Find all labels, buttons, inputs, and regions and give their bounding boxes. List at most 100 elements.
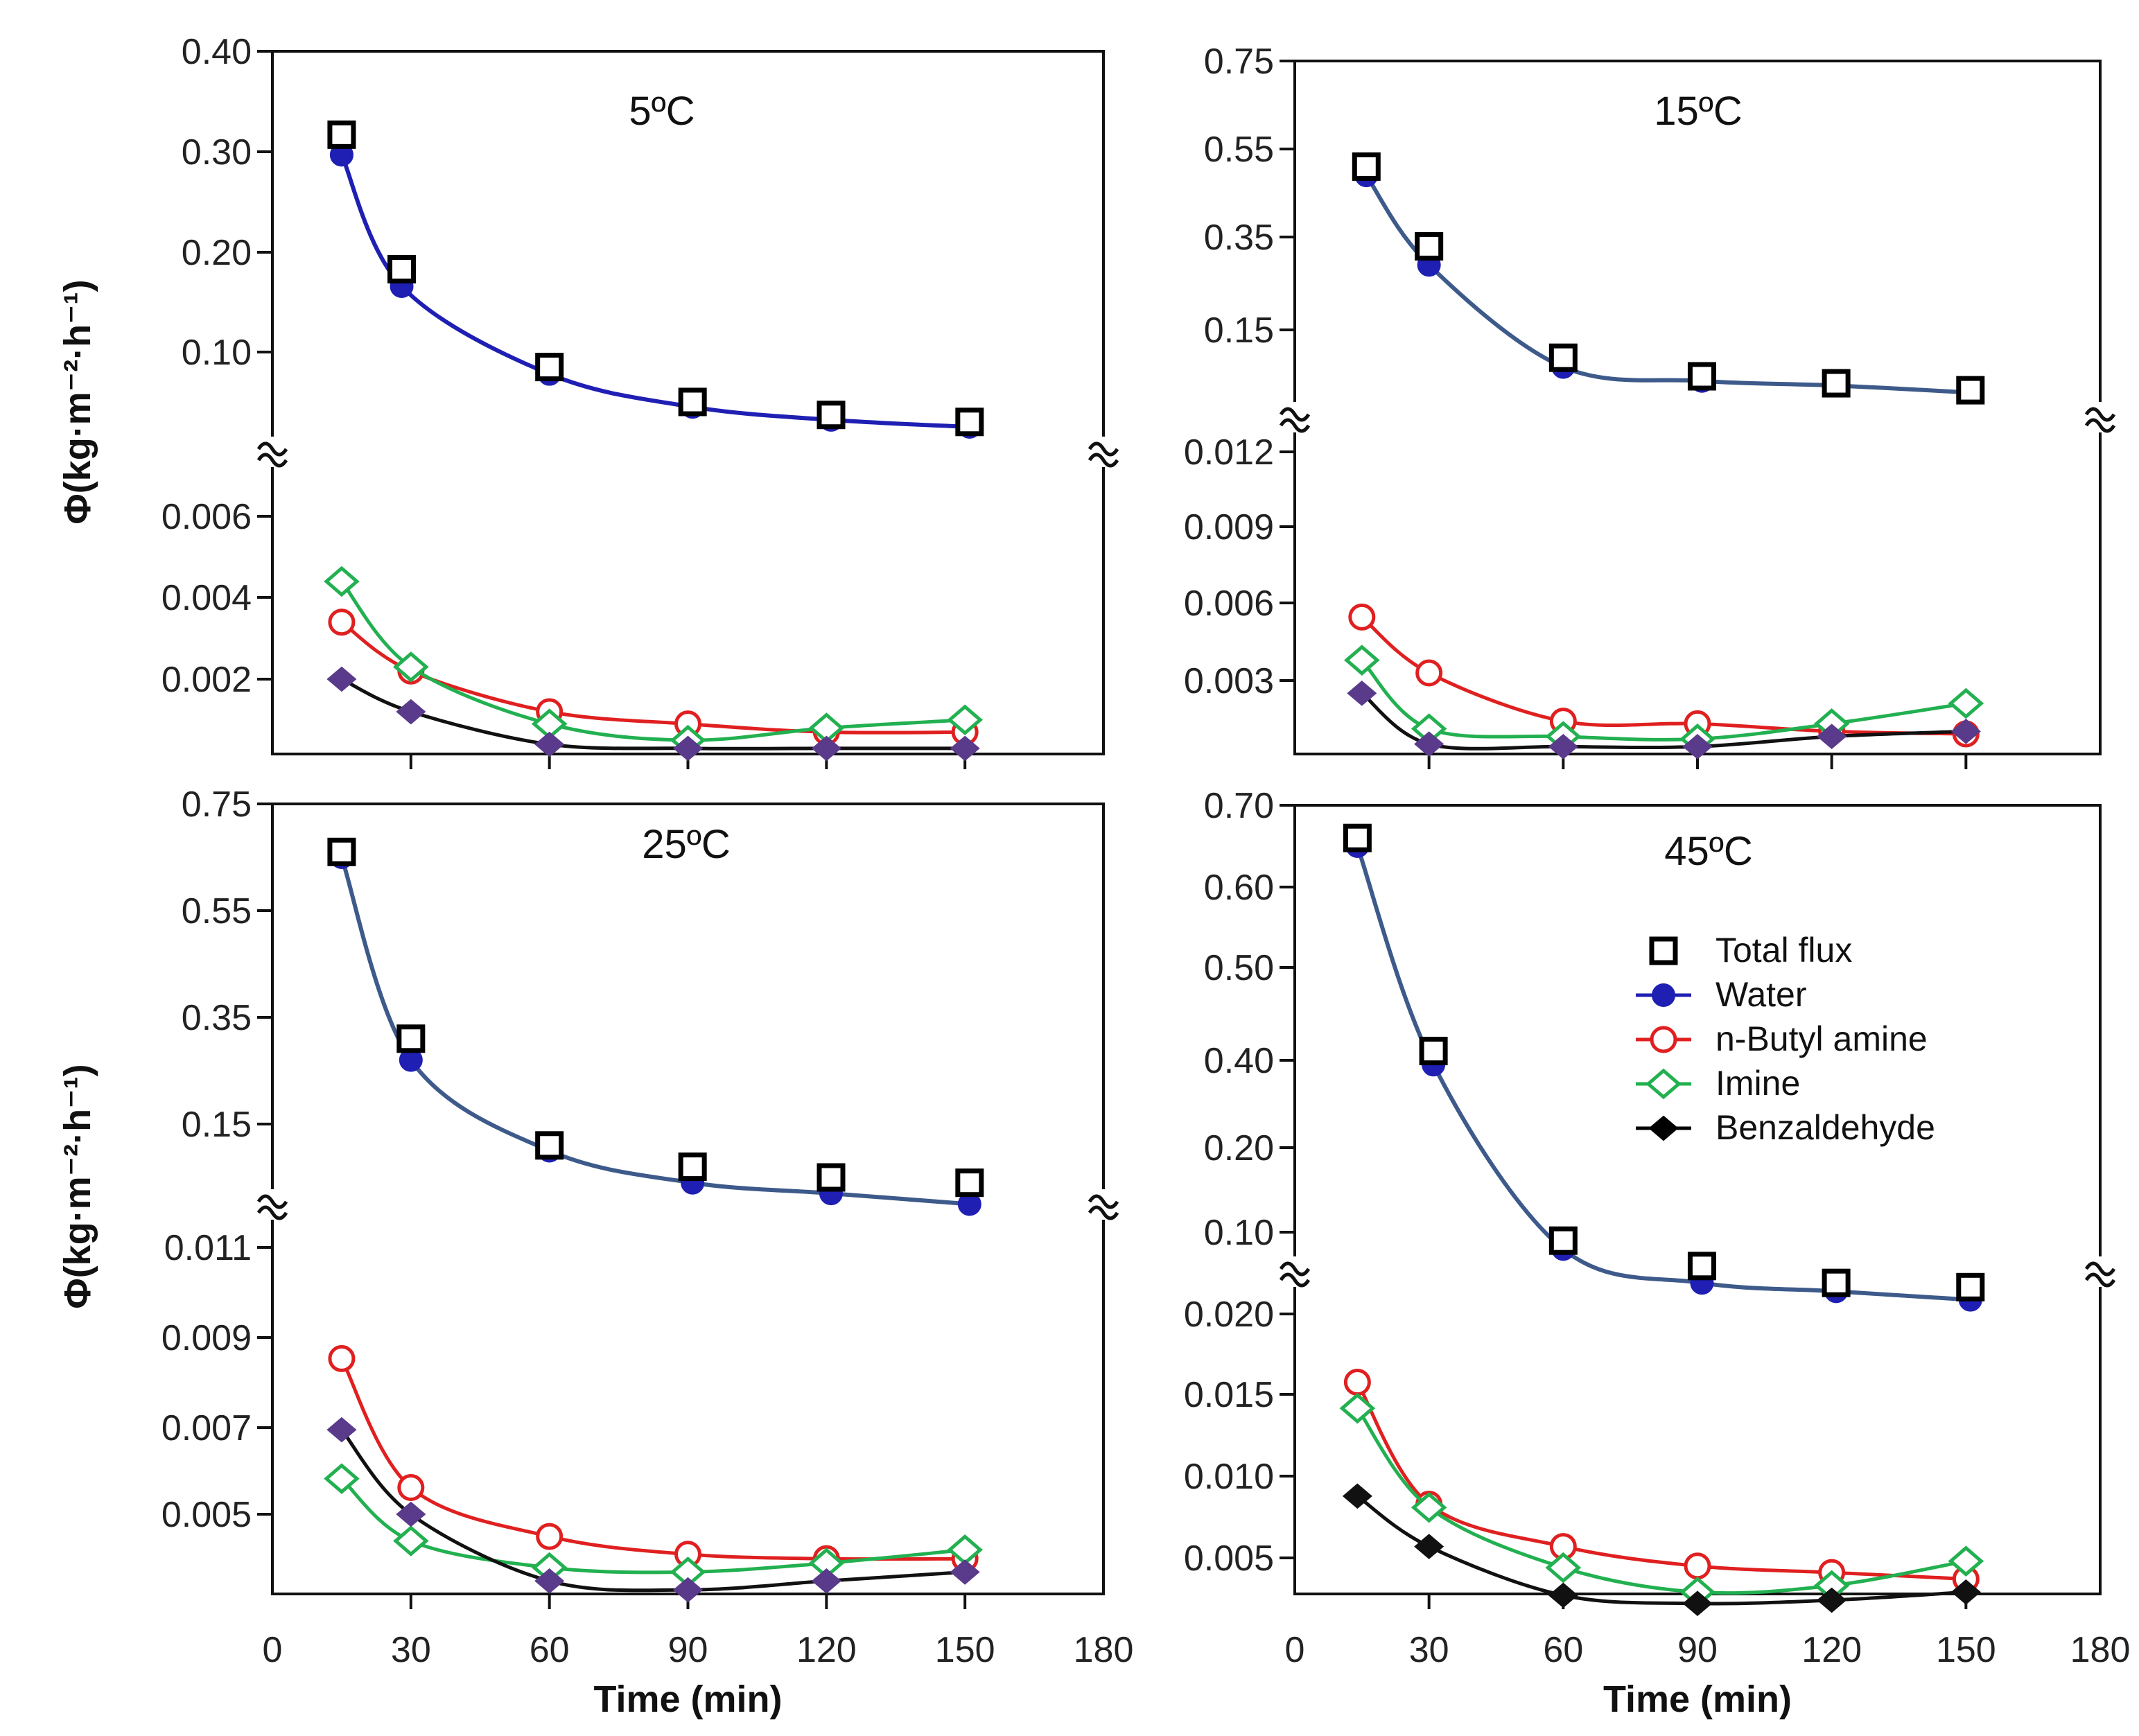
data-point-total-flux	[678, 387, 707, 417]
y-tick-label: 0.006	[161, 497, 252, 537]
data-point-n-butyl-amine	[397, 1474, 425, 1501]
y-tick-label: 0.20	[1204, 1128, 1274, 1168]
y-tick-label: 0.007	[161, 1408, 252, 1448]
legend: Total flux Water n-Butyl amine Imine Benzald…	[1636, 931, 1935, 1147]
series-curve-imine	[1356, 1407, 1966, 1595]
data-point-benzaldehyde	[672, 1577, 704, 1603]
y-tick-label: 0.50	[1204, 948, 1274, 988]
data-point-benzaldehyde	[1548, 1582, 1578, 1608]
x-tick-label: 30	[1409, 1630, 1449, 1670]
x-tick-label: 180	[1074, 1630, 1134, 1670]
y-tick-label: 0.55	[1204, 130, 1274, 170]
data-point-benzaldehyde	[326, 1417, 357, 1443]
data-point-total-flux	[955, 1168, 984, 1198]
y-tick-label: 0.55	[182, 891, 252, 931]
plot-frame	[1293, 60, 2102, 755]
data-point-total-flux	[1822, 369, 1851, 398]
y-tick-label: 0.75	[182, 784, 252, 825]
data-point-benzaldehyde	[672, 735, 704, 762]
axis-break-left	[254, 437, 290, 468]
axis-break-left	[254, 1189, 290, 1220]
panel-title: 45ºC	[1664, 829, 1753, 874]
legend-label: Imine	[1715, 1064, 1800, 1103]
data-point-total-flux	[1343, 823, 1372, 852]
y-tick-label: 0.012	[1184, 432, 1274, 473]
data-point-total-flux	[1822, 1268, 1851, 1297]
data-point-benzaldehyde	[1950, 1579, 1981, 1605]
y-tick-label: 0.10	[1204, 1213, 1274, 1253]
data-point-benzaldehyde	[534, 731, 565, 757]
data-point-n-butyl-amine	[328, 1344, 356, 1372]
y-tick-label: 0.009	[161, 1318, 252, 1358]
axis-break-left	[1277, 402, 1313, 433]
data-point-benzaldehyde	[396, 1501, 426, 1527]
data-point-benzaldehyde	[1548, 734, 1578, 760]
y-tick-label: 0.004	[161, 578, 252, 618]
y-tick-label: 0.005	[1184, 1538, 1274, 1579]
data-point-imine	[1411, 1491, 1447, 1523]
x-tick-label: 60	[530, 1630, 570, 1670]
axis-break-right	[1085, 437, 1121, 468]
x-tick-label: 0	[1285, 1630, 1305, 1670]
data-point-imine	[393, 651, 429, 683]
panel-4: 0.70 0.60 0.50 0.40 0.20 0.10 0.020 0.015 0.010 0…	[1184, 786, 2131, 1720]
y-tick-label: 0.40	[182, 32, 252, 72]
data-point-total-flux	[535, 1131, 564, 1160]
data-point-total-flux	[387, 254, 417, 283]
data-point-benzaldehyde	[1342, 1483, 1372, 1509]
y-tick-label: 0.011	[164, 1228, 252, 1268]
y-tick-label: 0.009	[1184, 507, 1274, 547]
panel-1: 0.40 0.30 0.20 0.10 0.006 0.004 0.002 Φ(kg·m⁻²·…	[57, 32, 1121, 769]
data-point-benzaldehyde	[1414, 1534, 1444, 1559]
y-tick-label: 0.010	[1184, 1457, 1274, 1497]
data-point-benzaldehyde	[950, 735, 980, 762]
data-point-benzaldehyde	[1414, 731, 1444, 757]
data-point-benzaldehyde	[1817, 724, 1847, 749]
data-point-benzaldehyde	[396, 699, 426, 725]
series-curve-n-butyl-amine	[1356, 1381, 1966, 1581]
data-point-total-flux	[678, 1152, 707, 1182]
legend-marker	[1648, 1115, 1679, 1141]
legend-item: Benzaldehyde	[1636, 1108, 1935, 1147]
y-axis-title: Φ(kg·m⁻²·h⁻¹)	[57, 279, 98, 524]
x-tick-label: 90	[1677, 1630, 1718, 1670]
data-point-benzaldehyde	[1682, 1590, 1713, 1617]
data-point-imine	[1545, 1552, 1582, 1584]
panel-2: 0.75 0.55 0.35 0.15 0.012 0.009 0.006 0.003 15ºC	[1184, 42, 2118, 769]
y-tick-label: 0.020	[1184, 1295, 1274, 1335]
series-curve-n-butyl-amine	[340, 1358, 966, 1561]
legend-marker	[1649, 936, 1678, 965]
data-point-imine	[947, 704, 983, 736]
data-point-n-butyl-amine	[1348, 603, 1376, 631]
data-point-n-butyl-amine	[1415, 659, 1443, 687]
axis-break-left	[1277, 1256, 1313, 1288]
data-point-benzaldehyde	[1817, 1587, 1847, 1613]
x-tick-label: 180	[2070, 1630, 2131, 1670]
legend-item: Water	[1636, 975, 1807, 1014]
data-point-benzaldehyde	[326, 666, 357, 692]
data-point-imine	[1948, 687, 1984, 719]
legend-item: Imine	[1636, 1064, 1800, 1103]
data-point-total-flux	[1548, 1226, 1578, 1255]
data-point-total-flux	[327, 837, 356, 866]
panel-title: 5ºC	[629, 89, 695, 134]
data-point-benzaldehyde	[534, 1568, 565, 1594]
x-tick-label: 90	[668, 1630, 708, 1670]
series-curve-imine	[340, 1477, 966, 1575]
data-point-total-flux	[396, 1024, 426, 1053]
data-point-total-flux	[1956, 1272, 1985, 1301]
panel-title: 25ºC	[642, 822, 731, 867]
legend-label: Total flux	[1715, 931, 1852, 970]
series-curve-water	[1364, 174, 1971, 395]
x-tick-label: 150	[935, 1630, 995, 1670]
y-tick-label: 0.003	[1184, 661, 1274, 701]
data-point-imine	[324, 565, 360, 597]
data-point-total-flux	[955, 407, 984, 437]
y-tick-label: 0.10	[182, 333, 252, 373]
x-axis-title: Time (min)	[593, 1678, 782, 1720]
series-curve-imine	[1360, 658, 1966, 742]
legend-label: Water	[1715, 975, 1807, 1014]
y-tick-label: 0.002	[161, 660, 252, 700]
data-point-benzaldehyde	[1347, 681, 1377, 706]
